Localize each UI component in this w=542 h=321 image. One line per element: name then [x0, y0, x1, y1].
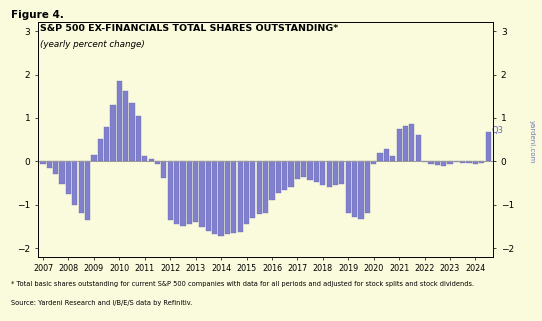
Bar — [72, 161, 78, 205]
Bar — [225, 161, 230, 234]
Bar — [53, 161, 59, 174]
Bar — [365, 161, 370, 213]
Bar — [231, 161, 236, 233]
Bar — [111, 105, 115, 161]
Bar — [85, 161, 90, 220]
Bar — [167, 161, 173, 220]
Bar — [479, 161, 485, 163]
Bar — [441, 161, 446, 166]
Bar — [66, 161, 71, 194]
Bar — [288, 161, 294, 187]
Bar — [149, 159, 154, 161]
Text: (yearly percent change): (yearly percent change) — [40, 40, 145, 49]
Bar — [180, 161, 185, 226]
Bar — [403, 126, 408, 161]
Bar — [60, 161, 64, 184]
Bar — [130, 103, 134, 161]
Bar — [390, 156, 395, 161]
Bar — [282, 161, 287, 189]
Text: Figure 4.: Figure 4. — [11, 10, 64, 20]
Bar — [422, 161, 427, 162]
Bar — [447, 161, 453, 163]
Bar — [155, 161, 160, 163]
Text: Q3: Q3 — [492, 126, 504, 135]
Bar — [333, 161, 338, 185]
Bar — [98, 139, 103, 161]
Bar — [91, 155, 96, 161]
Bar — [79, 161, 84, 213]
Bar — [186, 161, 192, 224]
Bar — [307, 161, 313, 179]
Bar — [409, 125, 415, 161]
Text: yardeni.com: yardeni.com — [528, 119, 534, 163]
Bar — [327, 161, 332, 187]
Bar — [339, 161, 345, 184]
Bar — [269, 161, 275, 200]
Bar — [136, 116, 141, 161]
Bar — [301, 161, 306, 177]
Bar — [41, 161, 46, 163]
Bar — [428, 161, 434, 163]
Bar — [123, 91, 128, 161]
Bar — [193, 161, 198, 222]
Bar — [244, 161, 249, 224]
Bar — [416, 135, 421, 161]
Bar — [454, 161, 459, 162]
Bar — [250, 161, 255, 218]
Bar — [161, 161, 166, 178]
Text: * Total basic shares outstanding for current S&P 500 companies with data for all: * Total basic shares outstanding for cur… — [11, 281, 474, 287]
Bar — [384, 149, 389, 161]
Bar — [276, 161, 281, 193]
Bar — [117, 81, 122, 161]
Bar — [142, 156, 147, 161]
Bar — [377, 153, 383, 161]
Bar — [352, 161, 357, 217]
Bar — [358, 161, 364, 219]
Bar — [467, 161, 472, 163]
Bar — [346, 161, 351, 213]
Bar — [256, 161, 262, 214]
Bar — [371, 161, 376, 163]
Bar — [486, 132, 491, 161]
Bar — [104, 127, 109, 161]
Bar — [435, 161, 440, 165]
Bar — [314, 161, 319, 182]
Bar — [320, 161, 325, 185]
Bar — [218, 161, 224, 236]
Bar — [206, 161, 211, 231]
Bar — [237, 161, 243, 232]
Bar — [295, 161, 300, 179]
Bar — [397, 129, 402, 161]
Bar — [460, 161, 465, 163]
Bar — [263, 161, 268, 213]
Bar — [174, 161, 179, 224]
Bar — [47, 161, 52, 168]
Text: S&P 500 EX-FINANCIALS TOTAL SHARES OUTSTANDING*: S&P 500 EX-FINANCIALS TOTAL SHARES OUTST… — [40, 24, 338, 33]
Bar — [473, 161, 478, 163]
Text: Source: Yardeni Research and I/B/E/S data by Refinitiv.: Source: Yardeni Research and I/B/E/S dat… — [11, 300, 192, 306]
Bar — [212, 161, 217, 234]
Bar — [199, 161, 204, 227]
